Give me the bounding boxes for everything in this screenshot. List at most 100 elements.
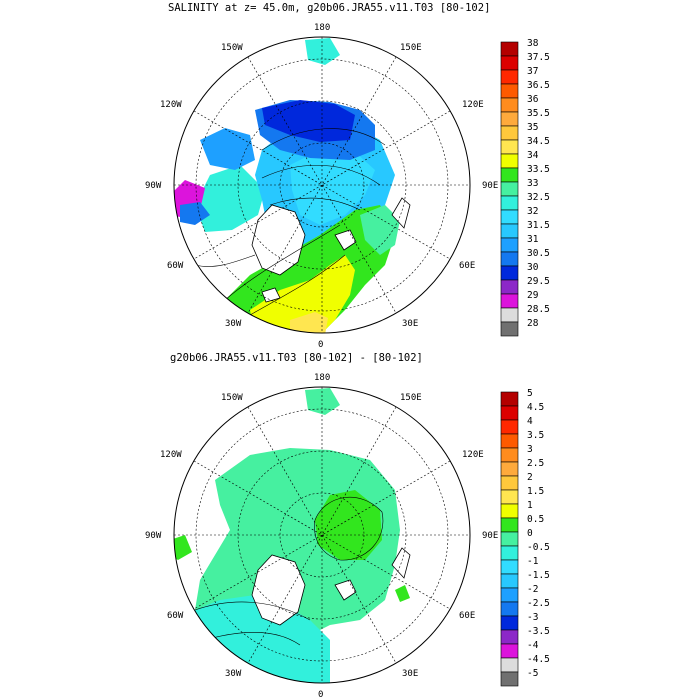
bottom-colorbar-swatch [500,489,519,505]
bottom-colorbar-swatch [500,587,519,603]
bottom-colorbar-swatch [500,601,519,617]
top-lon-150W: 150W [221,43,243,53]
top-panel-title: SALINITY at z= 45.0m, g20b06.JRA55.v11.T… [168,2,490,14]
top-colorbar-swatch [500,83,519,99]
top-colorbar-label: 30 [527,262,539,273]
top-colorbar-swatch [500,321,519,337]
bottom-map-border [173,386,471,684]
bottom-colorbar-label: -4.5 [527,654,550,665]
top-colorbar-swatch [500,223,519,239]
bottom-colorbar-swatch [500,643,519,659]
bottom-colorbar-swatch [500,475,519,491]
top-colorbar-swatch [500,55,519,71]
top-colorbar-swatch [500,111,519,127]
bottom-colorbar-swatch [500,391,519,407]
top-colorbar-swatch [500,97,519,113]
bottom-panel-title: g20b06.JRA55.v11.T03 [80-102] - [80-102] [170,352,423,364]
top-hudson [180,202,210,225]
top-colorbar-swatch [500,237,519,253]
bottom-colorbar-label: -0.5 [527,542,550,553]
top-colorbar-label: 33 [527,178,538,189]
bottom-colorbar-label: -3.5 [527,626,550,637]
top-colorbar-swatch [500,307,519,323]
top-lon-60E: 60E [459,261,475,271]
bottom-colorbar-label: -2.5 [527,598,550,609]
bottom-lon-120E: 120E [462,450,484,460]
top-colorbar-swatch [500,41,519,57]
top-shelf-water [195,165,265,232]
bottom-lon-150E: 150E [400,393,422,403]
top-lon-90E: 90E [482,181,498,191]
bottom-colorbar-swatch [500,671,519,687]
top-beaufort-core [262,100,355,142]
top-map [174,37,470,333]
bottom-colorbar-swatch [500,559,519,575]
bottom-colorbar-label: 0.5 [527,514,544,525]
top-lon-180: 180 [314,23,330,33]
top-caa [200,128,255,170]
top-colorbar-label: 30.5 [527,248,550,259]
bottom-colorbar-label: -5 [527,668,538,679]
top-colorbar-label: 37 [527,66,538,77]
bottom-colorbar-swatch [500,503,519,519]
top-colorbar-swatch [500,139,519,155]
bottom-colorbar-swatch [500,517,519,533]
bottom-lon-labels: 180 150W 150E 120W 120E 90W 90E 60W 60E … [145,373,498,700]
bottom-colorbar: 5 4.5 4 3.5 3 2.5 2 1.5 1 0.5 0 -0.5 -1 -1.5 -2 -2.5 -3 -… [500,388,550,687]
top-colorbar-label: 36.5 [527,80,550,91]
top-colorbar-swatch [500,195,519,211]
bottom-colorbar-swatch [500,531,519,547]
top-colorbar-label: 31 [527,234,539,245]
bottom-bering [305,388,340,415]
bottom-colorbar-swatch [500,545,519,561]
top-colorbar-swatch [500,167,519,183]
bottom-colorbar-label: 0 [527,528,533,539]
bottom-lon-120W: 120W [160,450,182,460]
bottom-colorbar-label: 2 [527,472,533,483]
bottom-colorbar-label: 4 [527,416,533,427]
bottom-colorbar-swatch [500,615,519,631]
top-colorbar-label: 28 [527,318,539,329]
bottom-colorbar-label: 5 [527,388,533,399]
top-barents [360,205,400,255]
bottom-map [174,387,470,683]
top-greenland [251,204,306,276]
top-colorbar-swatch [500,293,519,309]
bottom-colorbar-swatch [500,447,519,463]
bottom-colorbar-label: -1 [527,556,539,567]
top-lon-90W: 90W [145,181,162,191]
top-colorbar-swatch [500,209,519,225]
top-colorbar-label: 32.5 [527,192,550,203]
top-map-border [173,36,471,334]
top-lon-labels: 180 150W 150E 120W 120E 90W 90E 60W 60E … [145,23,498,350]
bottom-colorbar-label: -2 [527,584,538,595]
top-colorbar-label: 37.5 [527,52,550,63]
bottom-lon-180: 180 [314,373,330,383]
bottom-colorbar-swatch [500,629,519,645]
bottom-colorbar-swatch [500,657,519,673]
top-atlantic-warm [290,312,328,333]
top-colorbar: 38 37.5 37 36.5 36 35.5 35 34.5 34 33.5 33 32.5 32 31… [500,38,550,337]
top-colorbar-swatch [500,125,519,141]
bottom-colorbar-swatch [500,433,519,449]
bottom-lon-60W: 60W [167,611,184,621]
top-colorbar-label: 35.5 [527,108,550,119]
top-lon-150E: 150E [400,43,422,53]
top-colorbar-label: 29 [527,290,539,301]
top-inner-basin [290,150,375,225]
top-colorbar-label: 32 [527,206,538,217]
top-lon-30E: 30E [402,319,418,329]
top-panel: SALINITY at z= 45.0m, g20b06.JRA55.v11.T… [145,2,550,350]
bottom-colorbar-label: -4 [527,640,539,651]
top-colorbar-label: 36 [527,94,539,105]
bottom-colorbar-swatch [500,573,519,589]
bottom-lon-150W: 150W [221,393,243,403]
top-colorbar-label: 34.5 [527,136,550,147]
top-colorbar-swatch [500,181,519,197]
bottom-panel: g20b06.JRA55.v11.T03 [80-102] - [80-102] [145,352,550,700]
top-lon-30W: 30W [225,319,242,329]
bottom-lon-90E: 90E [482,531,498,541]
top-atlantic-core [250,255,355,333]
top-lon-0: 0 [318,340,323,350]
